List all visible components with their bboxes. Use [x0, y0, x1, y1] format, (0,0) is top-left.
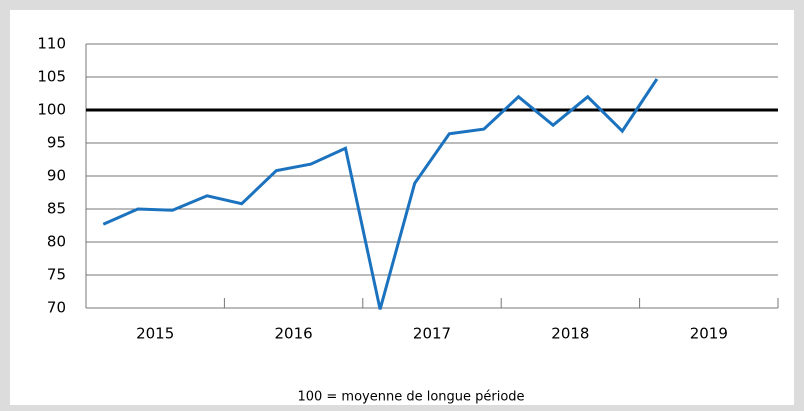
y-tick-label: 70 [47, 299, 66, 317]
data-line [102, 78, 659, 310]
note: 100 = moyenne de longue période [297, 390, 524, 405]
y-tick-label: 110 [37, 35, 66, 53]
y-tick-label: 100 [37, 101, 66, 119]
y-tick-label: 105 [37, 68, 66, 86]
y-tick-label: 95 [47, 134, 66, 152]
y-tick-label: 90 [47, 167, 66, 185]
x-tick-label: 2015 [136, 325, 174, 343]
x-tick-label: 2017 [413, 325, 451, 343]
y-tick-label: 80 [47, 233, 66, 251]
x-tick-label: 2018 [551, 325, 589, 343]
chart-background [10, 10, 794, 405]
y-tick-label: 75 [47, 266, 66, 284]
y-tick-label: 85 [47, 200, 66, 218]
x-tick-label: 2016 [275, 325, 313, 343]
x-tick-label: 2019 [690, 325, 728, 343]
